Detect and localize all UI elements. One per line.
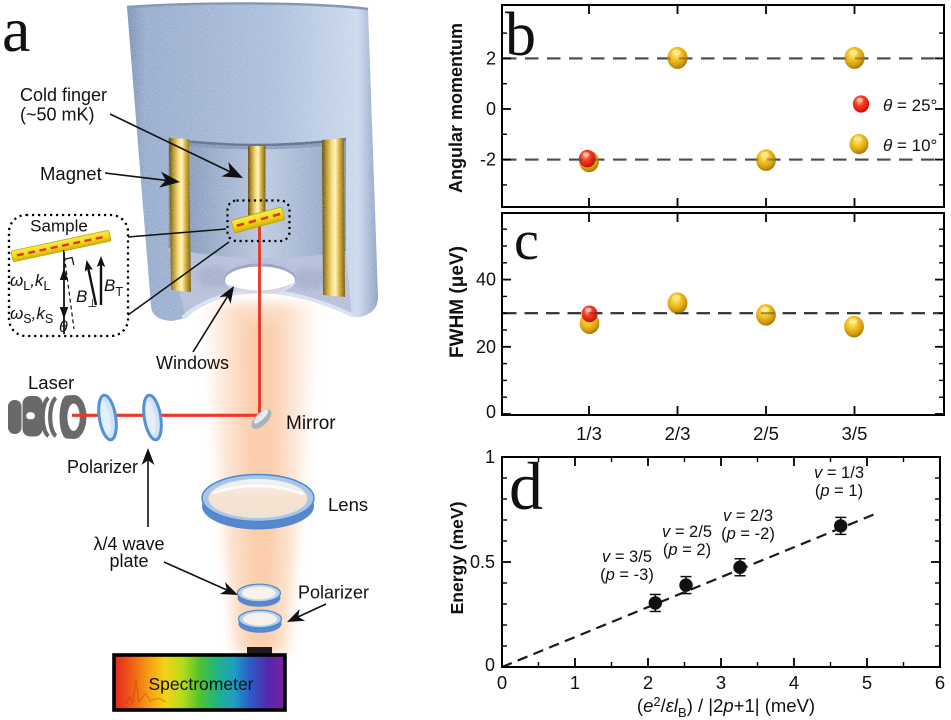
svg-text:1/3: 1/3 [576, 423, 602, 444]
svg-text:2/5: 2/5 [753, 423, 779, 444]
svg-text:θ = 25°: θ = 25° [883, 96, 937, 115]
svg-text:2: 2 [643, 672, 653, 693]
svg-text:0: 0 [486, 402, 496, 422]
svg-text:ωS,kS: ωS,kS [10, 304, 53, 326]
svg-text:20: 20 [476, 337, 496, 357]
svg-text:(e2/εlB) / |2p+1| (meV): (e2/εlB) / |2p+1| (meV) [637, 694, 815, 720]
svg-text:Lens: Lens [328, 494, 368, 515]
svg-text:Laser: Laser [28, 372, 74, 393]
svg-text:6: 6 [935, 672, 945, 693]
svg-text:4: 4 [789, 672, 799, 693]
svg-text:b: b [505, 1, 536, 69]
svg-text:40: 40 [476, 270, 496, 290]
svg-text:Windows: Windows [156, 353, 229, 373]
svg-text:Polarizer: Polarizer [298, 583, 369, 603]
svg-text:plate: plate [109, 551, 148, 571]
svg-text:Magnet: Magnet [40, 163, 102, 184]
svg-text:v = 3/5: v = 3/5 [602, 548, 652, 566]
svg-text:v = 2/3: v = 2/3 [723, 507, 773, 525]
svg-text:3: 3 [716, 672, 726, 693]
svg-text:5: 5 [862, 672, 872, 693]
svg-text:(p = 1): (p = 1) [815, 482, 863, 500]
svg-text:1: 1 [570, 672, 580, 693]
svg-text:0.5: 0.5 [470, 552, 495, 572]
svg-text:0: 0 [485, 655, 495, 675]
svg-text:(p = -2): (p = -2) [721, 525, 775, 543]
svg-text:ωL,kL: ωL,kL [10, 271, 50, 293]
svg-text:0: 0 [486, 99, 496, 119]
svg-text:(~50 mK): (~50 mK) [20, 105, 95, 125]
svg-text:θ = 10°: θ = 10° [883, 136, 937, 155]
svg-text:c: c [514, 210, 539, 272]
svg-text:3/5: 3/5 [842, 423, 868, 444]
svg-text:λ/4 wave: λ/4 wave [93, 534, 164, 554]
svg-text:a: a [2, 0, 30, 65]
svg-text:Mirror: Mirror [286, 413, 336, 434]
svg-text:Sample: Sample [30, 217, 88, 236]
svg-text:v = 1/3: v = 1/3 [814, 464, 864, 482]
svg-text:Polarizer: Polarizer [67, 457, 138, 477]
svg-text:FWHM (μeV): FWHM (μeV) [447, 246, 468, 358]
svg-text:2/3: 2/3 [665, 423, 691, 444]
svg-text:(p = 2): (p = 2) [663, 541, 711, 559]
svg-text:Cold finger: Cold finger [20, 85, 107, 105]
svg-text:1: 1 [485, 447, 495, 467]
svg-text:Spectrometer: Spectrometer [148, 674, 253, 694]
svg-text:0: 0 [497, 672, 507, 693]
svg-text:(p = -3): (p = -3) [600, 566, 654, 584]
svg-text:2: 2 [486, 48, 496, 68]
svg-text:-2: -2 [480, 150, 496, 170]
svg-text:v = 2/5: v = 2/5 [662, 523, 712, 541]
svg-text:d: d [509, 448, 543, 524]
svg-text:Energy (meV): Energy (meV) [447, 502, 467, 615]
svg-text:Angular momentum: Angular momentum [446, 23, 466, 193]
svg-text:θ: θ [59, 319, 68, 336]
